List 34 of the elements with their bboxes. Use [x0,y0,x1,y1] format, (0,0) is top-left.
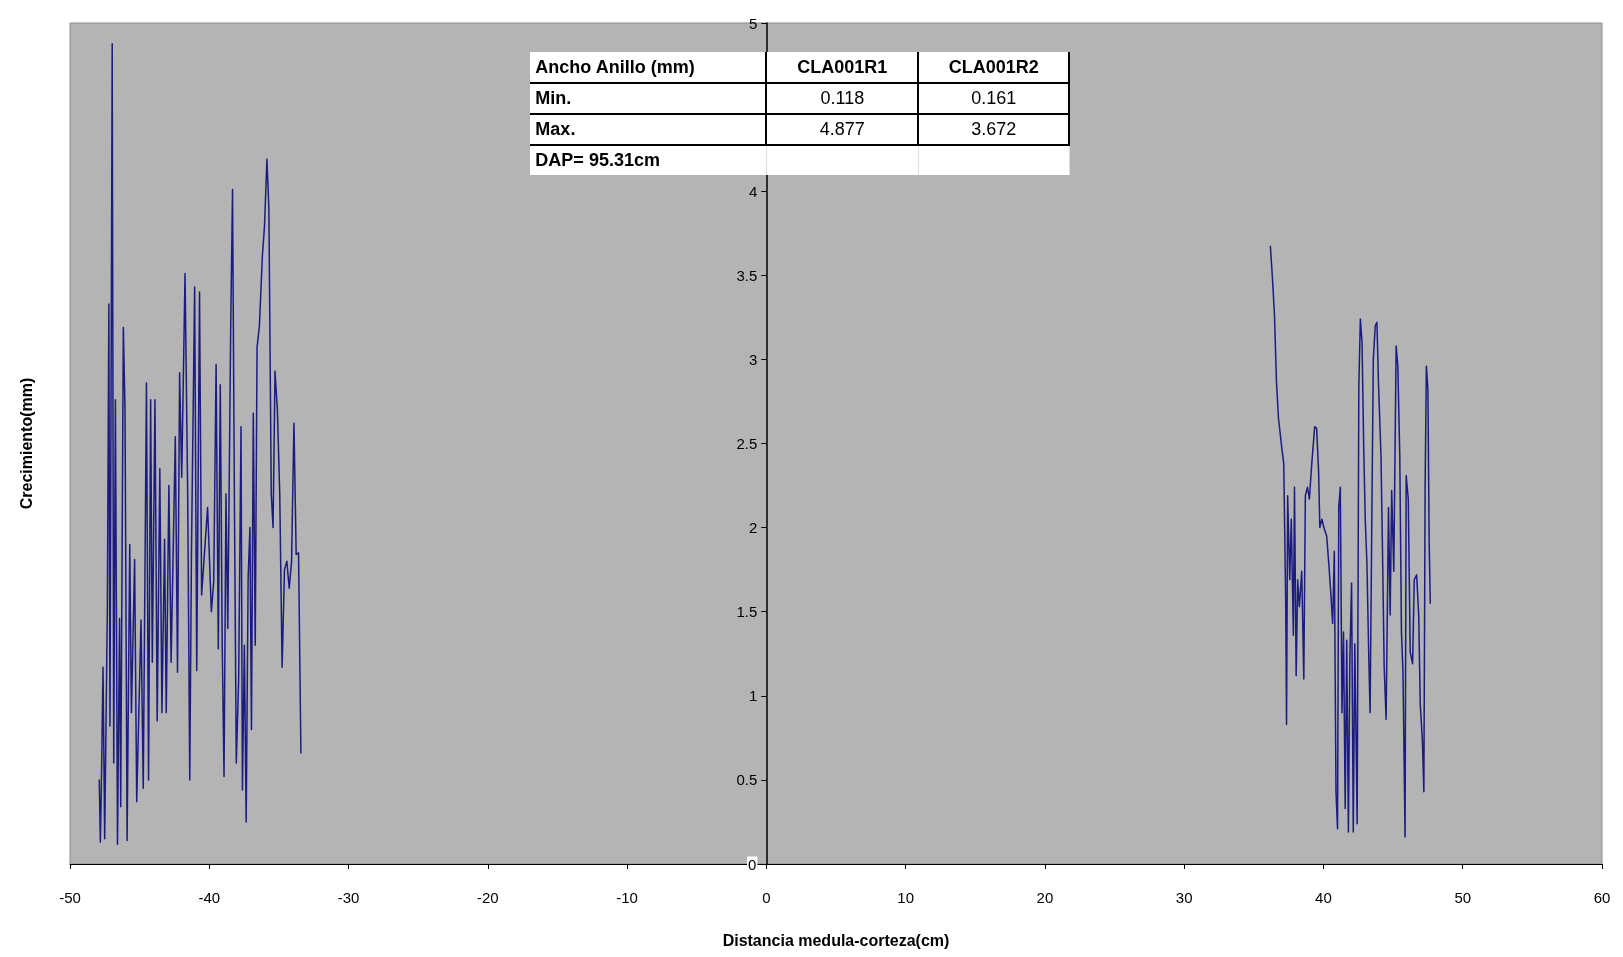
annotation: CLA001R1 [766,52,919,83]
x-tick-label: -20 [476,889,499,906]
annotation: Ancho Anillo (mm) [530,52,767,83]
y-tick-label: 1 [749,687,758,705]
x-tick-label: -10 [616,889,638,906]
y-tick-label: 2 [749,519,758,537]
x-tick-label: -50 [59,889,81,906]
y-tick-label: 5 [749,14,758,32]
x-tick-label: 60 [1593,889,1611,906]
annotation: CLA001R2 [918,52,1070,83]
annotation: 0.118 [766,83,919,114]
y-tick-label: 1.5 [736,603,758,621]
y-tick-label: 0 [748,855,757,873]
annotation: Max. [530,114,767,145]
annotation: 4.877 [766,114,919,145]
x-axis-title: Distancia medula-corteza(cm) [722,931,950,949]
x-tick-label: 30 [1175,889,1193,906]
x-tick-label: 40 [1315,889,1332,906]
y-tick-label: 2.5 [736,435,758,452]
x-tick-label: -30 [337,889,360,906]
annotation: DAP= 95.31cm [534,149,661,172]
x-tick-label: -40 [198,889,221,906]
annotation: 3.672 [918,114,1070,145]
y-axis-title: Crecimiento(mm) [17,377,35,510]
x-tick-label: 0 [762,889,771,906]
x-tick-label: 20 [1036,889,1054,906]
y-tick-label: 0.5 [736,771,758,789]
x-tick-label: 10 [897,889,914,906]
y-tick-label: 3.5 [736,266,758,284]
annotation: Min. [530,83,767,114]
annotation: 0.161 [918,83,1070,114]
y-tick-label: 4 [749,182,758,200]
y-tick-label: 3 [749,350,758,368]
x-tick-label: 50 [1454,889,1472,906]
